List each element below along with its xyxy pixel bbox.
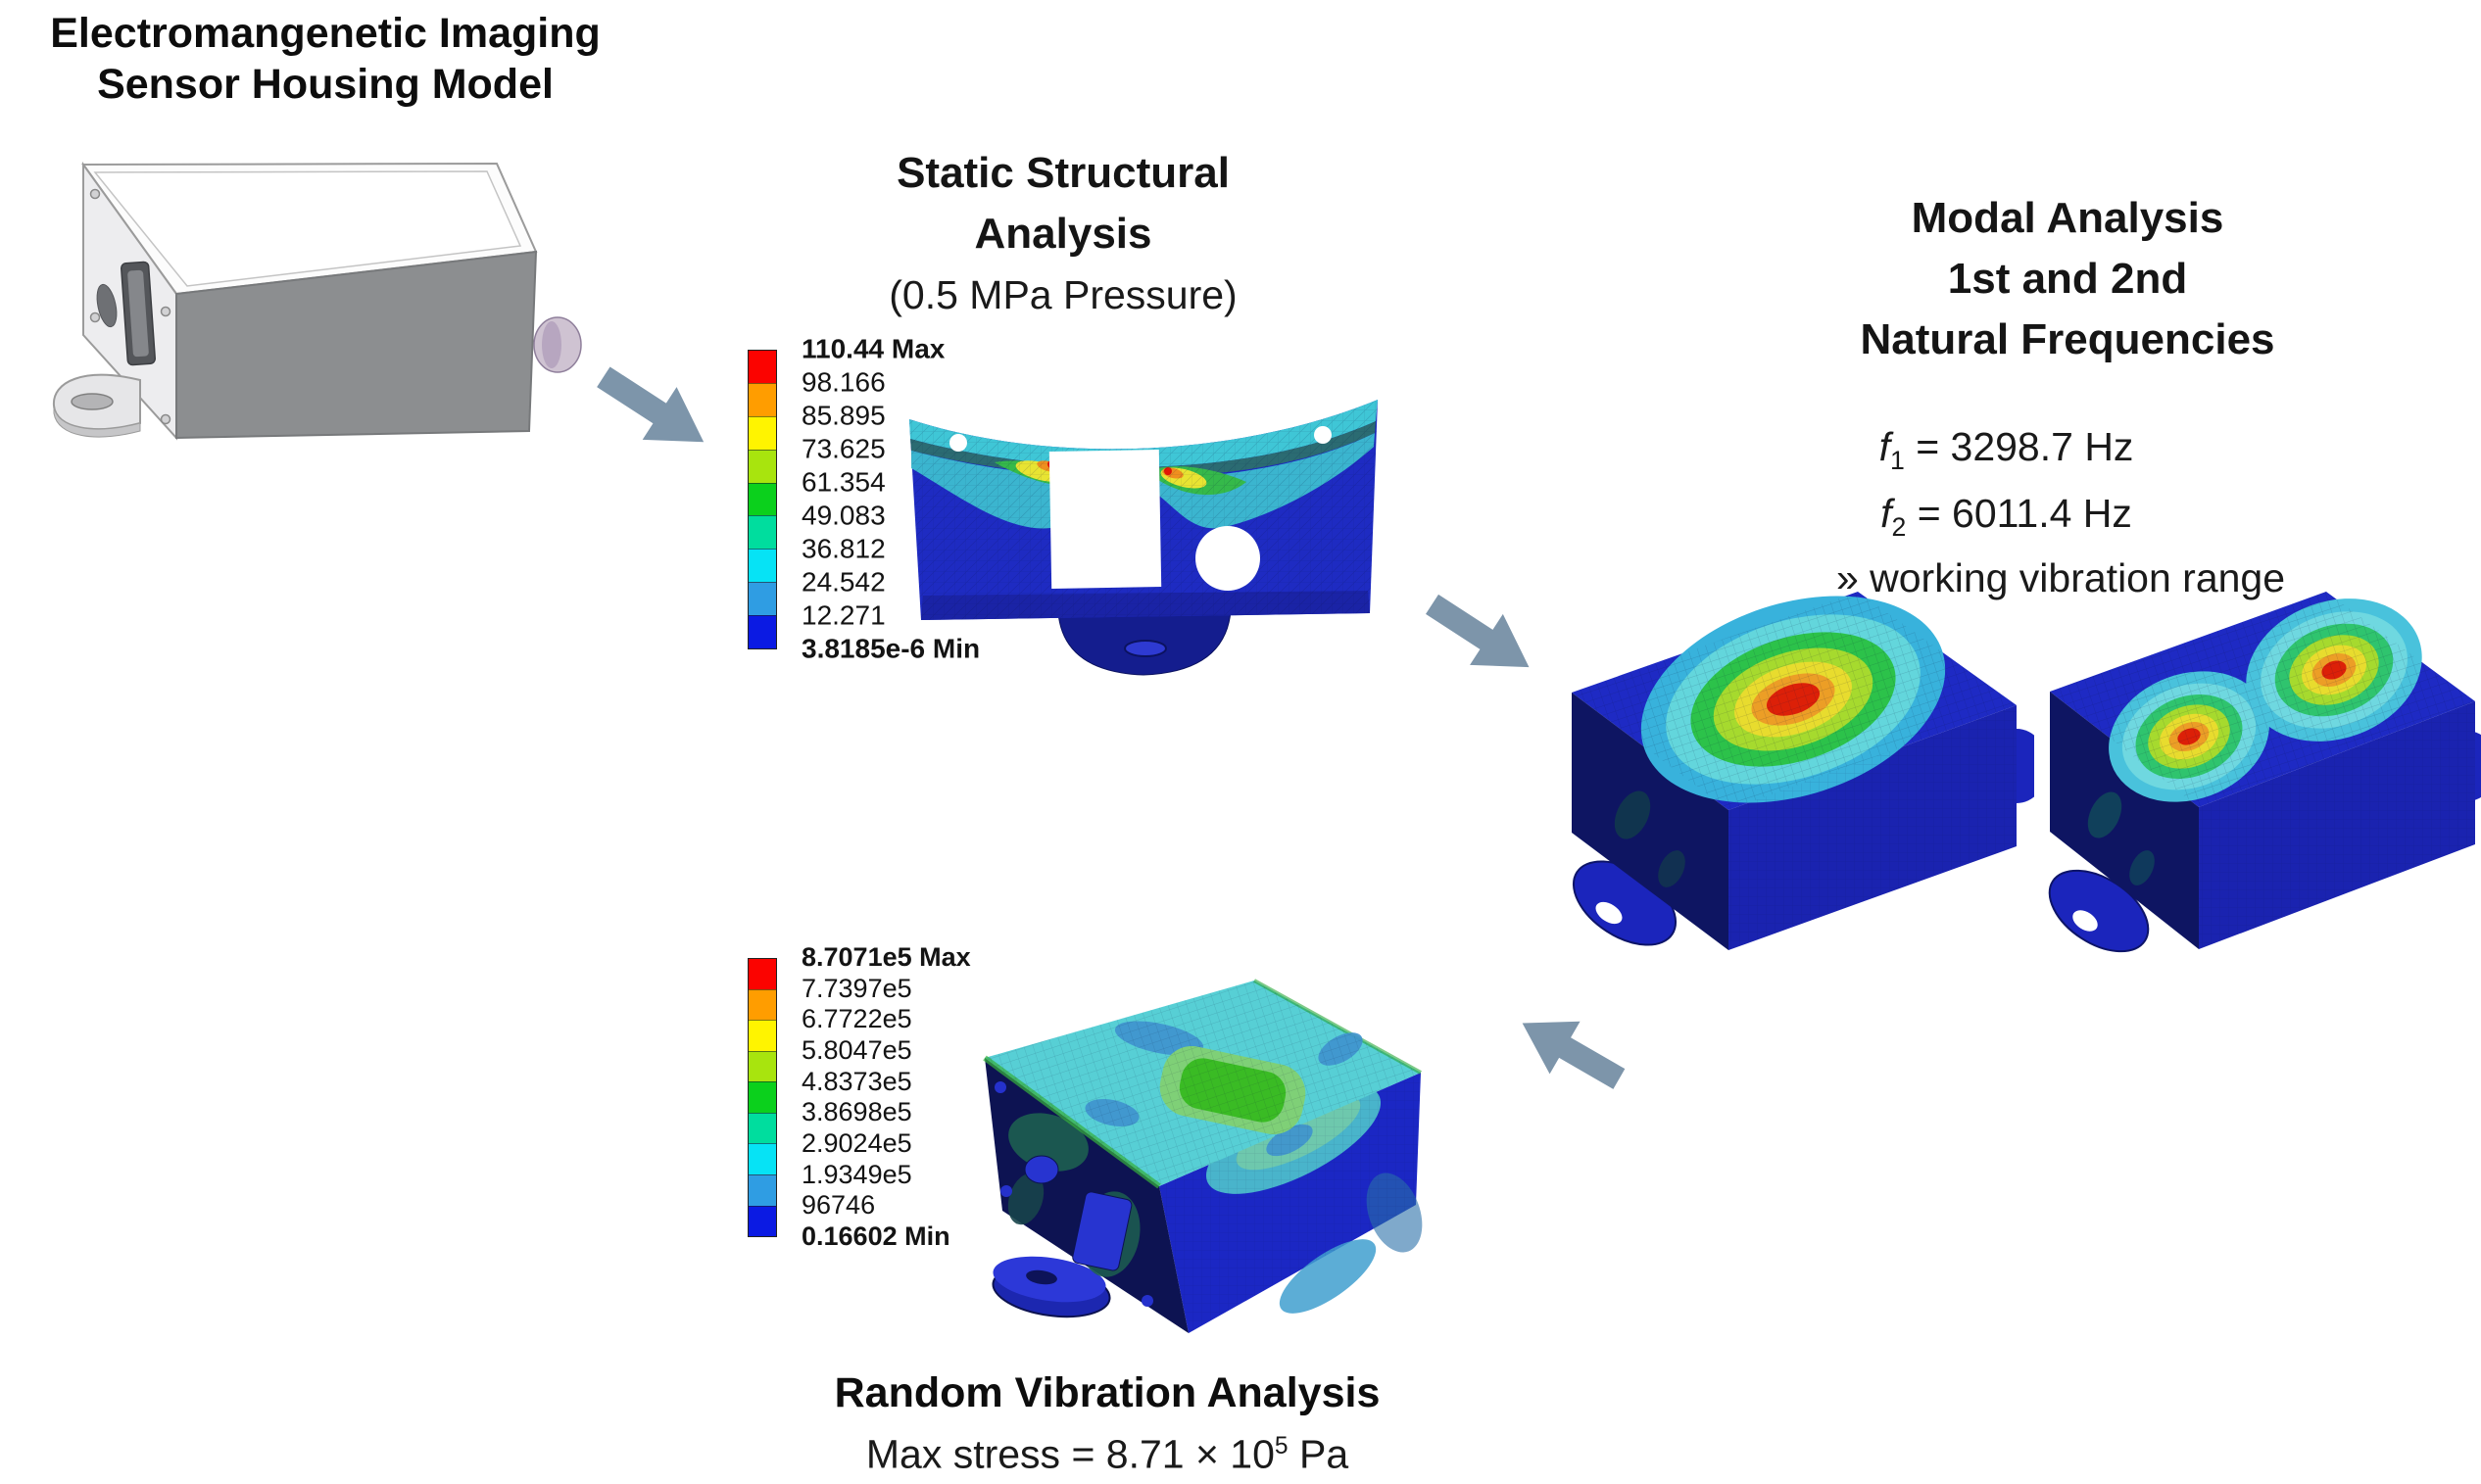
legend-label: 6.7722e5 <box>802 1003 912 1033</box>
f1-value: = 3298.7 Hz <box>1904 424 2134 469</box>
max-stress-prefix: Max stress = 8.71 × 10 <box>865 1431 1275 1477</box>
colorbar-segment <box>749 1020 776 1051</box>
modal-mode2-image <box>2048 592 2481 953</box>
colorbar-segment <box>749 1173 776 1206</box>
mode1-left-face <box>1572 693 1728 950</box>
random-colorbar <box>748 958 777 1237</box>
random-oval-hole <box>1024 1155 1059 1184</box>
legend-label: 0.16602 Min <box>802 1221 950 1251</box>
cad-left-ear <box>52 373 141 438</box>
legend-label: 85.895 <box>802 400 886 431</box>
f2-subscript: 2 <box>1891 512 1907 543</box>
legend-label: 3.8698e5 <box>802 1096 912 1126</box>
model-title-line2: Sensor Housing Model <box>97 61 554 108</box>
colorbar-segment <box>749 351 776 383</box>
modal-f1: f1 = 3298.7 Hz <box>1837 423 2175 484</box>
mode2-ear <box>2048 869 2150 953</box>
random-foot <box>992 1256 1111 1318</box>
static-subtitle: (0.5 MPa Pressure) <box>889 272 1238 317</box>
modal-mode1-image <box>1572 592 2034 950</box>
legend-label: 98.166 <box>802 366 886 398</box>
colorbar-segment <box>749 415 776 450</box>
static-legend: 110.44 Max 98.166 85.895 73.625 61.354 4… <box>802 333 1037 663</box>
f2-value: = 6011.4 Hz <box>1906 491 2132 536</box>
colorbar-segment <box>749 549 776 583</box>
cad-screw-holes <box>89 188 171 425</box>
model-title-line1: Electromangenetic Imaging <box>50 10 601 57</box>
colorbar-segment <box>749 988 776 1021</box>
colorbar-segment <box>749 959 776 989</box>
legend-label: 61.354 <box>802 466 886 498</box>
colorbar-segment <box>749 1205 776 1237</box>
static-window-cutout <box>1048 450 1162 589</box>
arrow-modal-to-random <box>1522 1021 1626 1089</box>
max-stress-suffix: Pa <box>1288 1431 1349 1477</box>
legend-label: 3.8185e-6 Min <box>802 633 981 664</box>
colorbar-segment <box>749 615 776 649</box>
legend-label: 8.7071e5 Max <box>802 941 971 972</box>
random-legend: 8.7071e5 Max 7.7397e5 6.7722e5 5.8047e5 … <box>802 942 1037 1251</box>
colorbar-segment <box>749 449 776 483</box>
colorbar-segment <box>749 1050 776 1082</box>
legend-label: 5.8047e5 <box>802 1034 912 1065</box>
cad-front-face <box>175 250 538 440</box>
model-title: Electromangenetic Imaging Sensor Housing… <box>18 8 633 110</box>
arrow-static-to-modal <box>1426 594 1530 668</box>
random-vibration-title: Random Vibration Analysis <box>834 1369 1381 1416</box>
static-title-line2: Analysis <box>974 210 1152 258</box>
double-chevron-icon: » <box>1835 555 1859 600</box>
legend-label: 12.271 <box>802 599 886 631</box>
static-circle-cutout <box>1195 526 1260 591</box>
legend-label: 110.44 Max <box>802 333 946 364</box>
colorbar-segment <box>749 582 776 616</box>
modal-analysis-title: Modal Analysis 1st and 2nd Natural Frequ… <box>1837 188 2298 370</box>
legend-label: 2.9024e5 <box>802 1127 912 1158</box>
random-vibration-image <box>983 979 1423 1333</box>
static-title-line1: Static Structural <box>897 149 1230 197</box>
cad-oval-hole <box>96 283 118 328</box>
legend-label: 24.542 <box>802 566 886 598</box>
f2-symbol: f <box>1880 491 1892 536</box>
cad-connector-cutout <box>120 261 157 366</box>
colorbar-segment <box>749 515 776 550</box>
modal-note-text: working vibration range <box>1858 555 2286 600</box>
modal-f2: f2 = 6011.4 Hz <box>1837 490 2175 551</box>
legend-label: 1.9349e5 <box>802 1159 912 1189</box>
colorbar-segment <box>749 382 776 416</box>
legend-label: 36.812 <box>802 533 886 564</box>
mode2-left-face <box>2050 692 2199 949</box>
arrow-model-to-static <box>597 366 705 443</box>
max-stress-exponent: 5 <box>1274 1433 1289 1460</box>
colorbar-segment <box>749 1112 776 1144</box>
legend-label: 96746 <box>802 1189 876 1220</box>
random-connector-cutout <box>1072 1191 1133 1271</box>
modal-title-line3: Natural Frequencies <box>1860 315 2275 363</box>
legend-label: 73.625 <box>802 433 886 464</box>
f1-subscript: 1 <box>1889 446 1905 476</box>
legend-label: 7.7397e5 <box>802 973 912 1003</box>
colorbar-segment <box>749 1081 776 1113</box>
modal-title-line2: 1st and 2nd <box>1947 255 2188 303</box>
static-analysis-title: Static Structural Analysis (0.5 MPa Pres… <box>833 143 1293 325</box>
legend-label: 49.083 <box>802 500 886 531</box>
modal-title-line1: Modal Analysis <box>1911 194 2224 242</box>
static-colorbar <box>748 350 777 649</box>
cad-right-tab <box>533 316 582 373</box>
f1-symbol: f <box>1878 424 1890 469</box>
modal-note: » working vibration range <box>1830 554 2291 601</box>
static-fea-image <box>909 400 1378 676</box>
colorbar-segment <box>749 482 776 516</box>
legend-label: 4.8373e5 <box>802 1066 912 1096</box>
colorbar-segment <box>749 1143 776 1174</box>
random-max-stress: Max stress = 8.71 × 105 Pa <box>828 1422 1386 1479</box>
cad-model-image <box>52 161 582 441</box>
